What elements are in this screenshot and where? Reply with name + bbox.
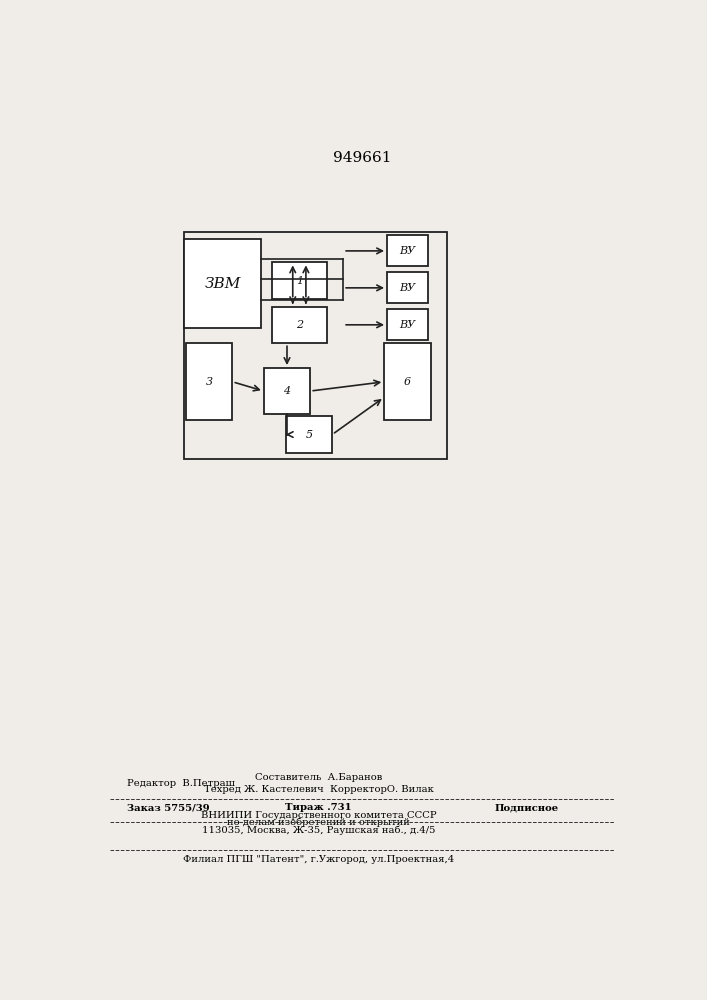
- Text: ВУ: ВУ: [399, 283, 416, 293]
- Bar: [385, 343, 431, 420]
- Text: Редактор  В.Петраш: Редактор В.Петраш: [127, 779, 235, 788]
- Text: 1: 1: [296, 276, 303, 286]
- Text: ВНИИПИ Государственного комитета СССР: ВНИИПИ Государственного комитета СССР: [201, 811, 436, 820]
- Text: ЗВМ: ЗВМ: [204, 277, 241, 291]
- Text: 6: 6: [404, 377, 411, 387]
- Text: ВУ: ВУ: [399, 320, 416, 330]
- Bar: [272, 262, 327, 299]
- Text: Подписное: Подписное: [495, 803, 559, 812]
- Text: 2: 2: [296, 320, 303, 330]
- Text: Заказ 5755/39: Заказ 5755/39: [127, 803, 209, 812]
- Text: 3: 3: [206, 377, 213, 387]
- Text: ВУ: ВУ: [399, 246, 416, 256]
- Bar: [387, 235, 428, 266]
- Bar: [272, 307, 327, 343]
- Text: Техред Ж. Кастелевич  КорректорО. Вилак: Техред Ж. Кастелевич КорректорО. Вилак: [204, 785, 433, 794]
- Bar: [186, 343, 233, 420]
- Bar: [264, 368, 310, 414]
- Text: 113035, Москва, Ж-35, Раушская наб., д.4/5: 113035, Москва, Ж-35, Раушская наб., д.4…: [201, 825, 436, 835]
- Bar: [185, 239, 261, 328]
- Text: 5: 5: [305, 430, 312, 440]
- Bar: [286, 416, 332, 453]
- Text: по делам изобретений и открытий: по делам изобретений и открытий: [227, 817, 410, 827]
- Text: 949661: 949661: [333, 151, 392, 165]
- Bar: [185, 232, 448, 459]
- Text: 4: 4: [284, 386, 291, 396]
- Text: Тираж .731: Тираж .731: [285, 803, 352, 812]
- Text: Составитель  А.Баранов: Составитель А.Баранов: [255, 773, 382, 782]
- Bar: [387, 309, 428, 340]
- Text: Филиал ПГШ "Патент", г.Ужгород, ул.Проектная,4: Филиал ПГШ "Патент", г.Ужгород, ул.Проек…: [183, 855, 454, 864]
- Bar: [387, 272, 428, 303]
